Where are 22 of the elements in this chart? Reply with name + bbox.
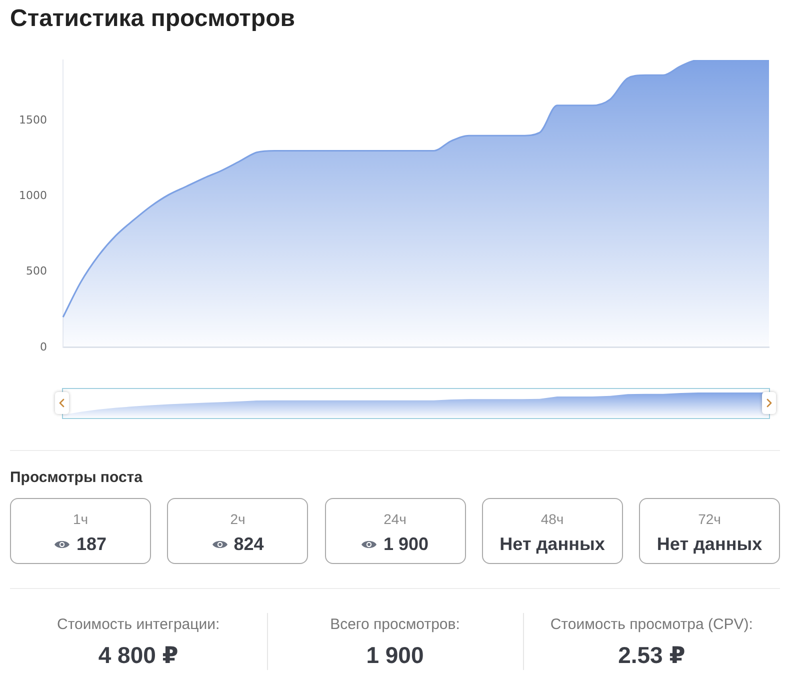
y-tick-label: 0: [40, 340, 47, 354]
category-label: 48ч: [540, 511, 565, 527]
data-label: 1 900: [383, 534, 429, 554]
text: Стоимость просмотра (CPV):: [549, 616, 754, 633]
category-label: 24ч: [382, 511, 408, 527]
text: Просмотры поста: [10, 469, 142, 486]
data-label: Нет данных: [500, 534, 605, 554]
category-label: 2ч: [229, 511, 246, 527]
y-tick-label: 500: [26, 264, 47, 278]
y-tick-label: 1000: [19, 188, 47, 202]
data-label: Нет данных: [656, 534, 762, 554]
category-label: 1ч: [72, 511, 90, 527]
text: 4 800 ₽: [97, 642, 180, 669]
text: Всего просмотров:: [329, 616, 461, 633]
data-label: 187: [76, 534, 107, 554]
y-tick-label: 1500: [19, 113, 47, 126]
text: Стоимость интеграции:: [56, 616, 221, 633]
data-label: 824: [234, 534, 264, 554]
text: 2.53 ₽: [617, 642, 686, 669]
category-label: 72ч: [697, 511, 722, 527]
chart-title: Статистика просмотров: [10, 5, 295, 33]
text: 1 900: [365, 642, 425, 669]
